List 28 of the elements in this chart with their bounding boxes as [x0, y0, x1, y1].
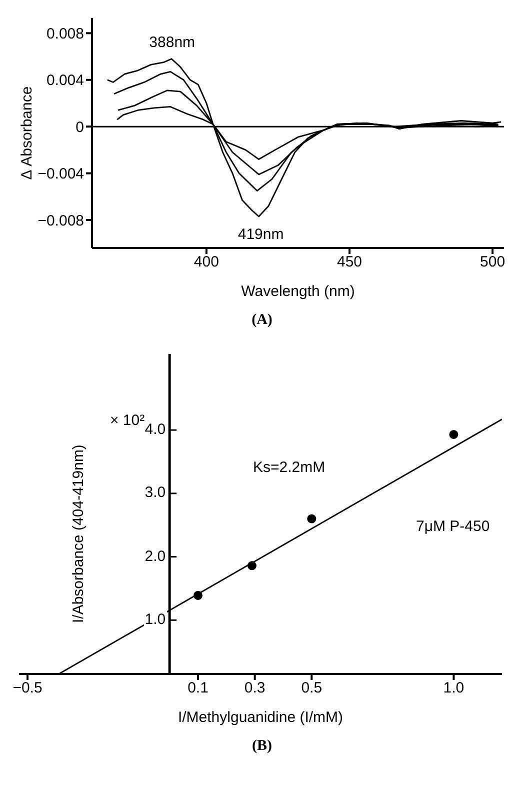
x-tick-label: 0.5 — [301, 680, 322, 697]
x-tick-label: 1.0 — [443, 680, 464, 697]
y-tick-label: −0.008 — [38, 212, 84, 230]
annotation: 7μM P-450 — [416, 518, 490, 535]
x-axis-title: Wavelength (nm) — [241, 283, 355, 300]
x-tick-label: −0.5 — [12, 680, 42, 697]
y-tick-label: 0 — [76, 118, 84, 136]
y-tick-label: −0.004 — [38, 166, 84, 183]
text: (A) — [252, 312, 272, 329]
x-tick-label: 0.1 — [188, 680, 208, 697]
annotation: × 10² — [110, 412, 145, 429]
x-tick-label: 450 — [336, 254, 362, 271]
annotation: 419nm — [238, 226, 284, 244]
x-tick-label: 400 — [194, 254, 219, 271]
x-tick-label: 500 — [480, 254, 506, 271]
x-tick-label: 0.3 — [244, 680, 266, 697]
y-tick-label: 4.0 — [144, 421, 167, 438]
y-tick-label: 0.008 — [46, 26, 84, 43]
y-tick-label: 2.0 — [144, 548, 167, 565]
y-tick-label: 1.0 — [144, 611, 167, 628]
y-tick-label: 0.004 — [46, 72, 84, 90]
x-axis-title: I/Methylguanidine (I/mM) — [178, 709, 344, 726]
y-axis-title: Δ Absorbance — [18, 86, 36, 180]
annotation: 388nm — [149, 34, 196, 51]
annotation: Ks=2.2mM — [253, 459, 326, 476]
y-tick-label: 3.0 — [144, 484, 167, 502]
y-axis-title: I/Absorbance (404-419nm) — [70, 444, 87, 626]
text: (B) — [252, 738, 272, 755]
